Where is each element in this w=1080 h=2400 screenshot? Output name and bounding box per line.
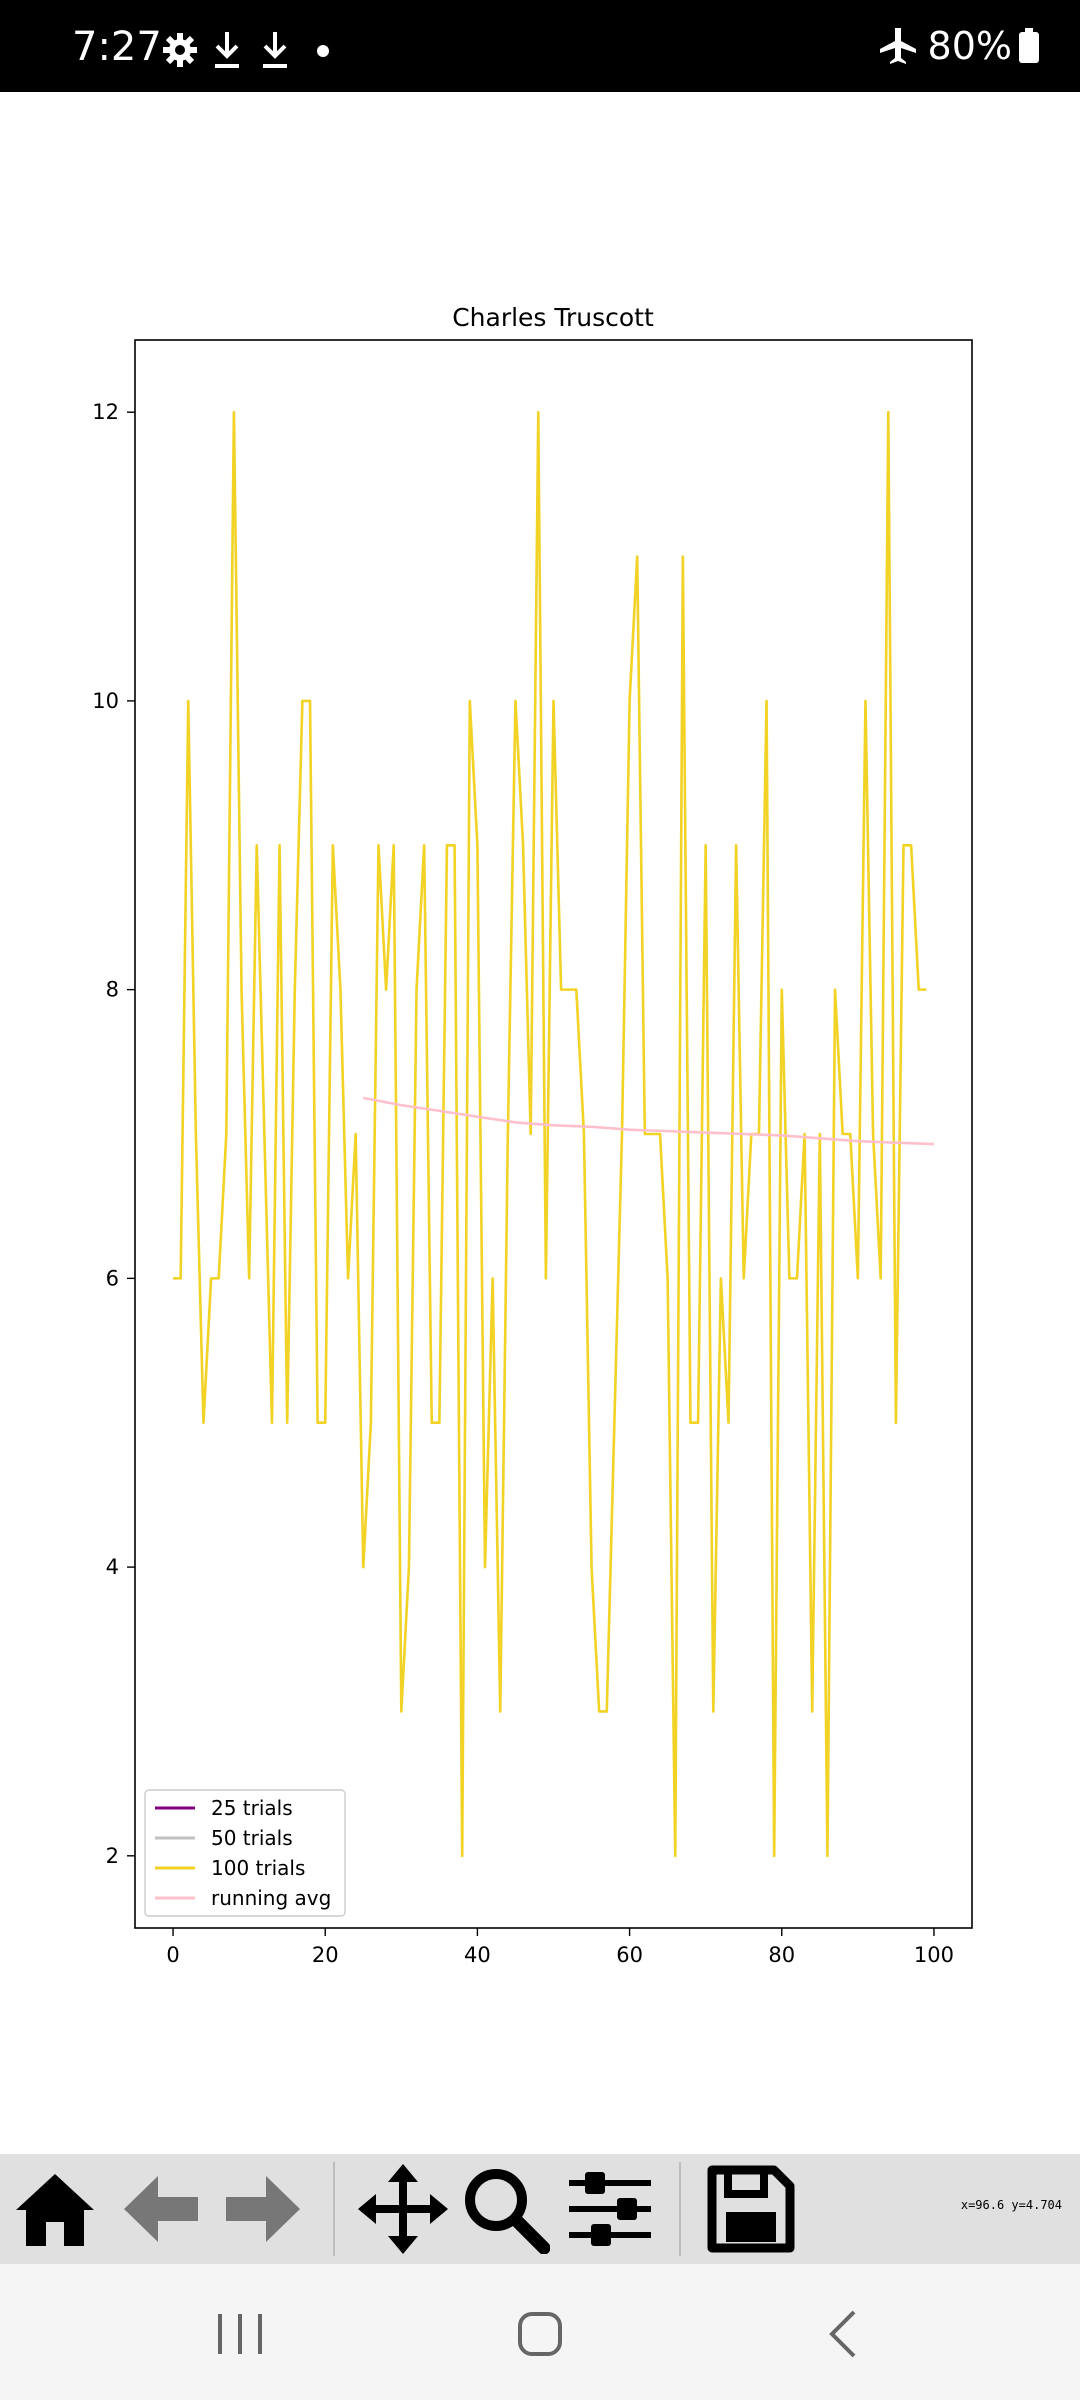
x-tick-label: 0 (166, 1943, 179, 1967)
y-tick-label: 12 (92, 400, 119, 424)
chart-title: Charles Truscott (452, 303, 654, 332)
airplane-icon (879, 28, 916, 64)
save-icon (707, 2165, 795, 2253)
x-tick-label: 100 (914, 1943, 954, 1967)
configure-icon (569, 2172, 651, 2246)
dot-icon (317, 45, 329, 57)
zoom-button[interactable] (460, 2164, 551, 2255)
forward-icon (226, 2176, 300, 2242)
configure-button[interactable] (565, 2164, 655, 2254)
cursor-coordinates: x=96.6 y=4.704 (960, 2198, 1062, 2212)
x-tick-label: 60 (616, 1943, 643, 1967)
plot-figure: Charles Truscott 0 20 40 60 80 100 2 4 6 8 10 12 25… (0, 92, 1080, 2154)
y-tick-label: 4 (106, 1555, 119, 1579)
navigation-bar (0, 2264, 1080, 2400)
x-tick-label: 40 (464, 1943, 491, 1967)
y-tick-label: 10 (92, 689, 119, 713)
series-line-running-avg (363, 1096, 935, 1146)
home-icon (16, 2174, 94, 2246)
home-button[interactable] (10, 2164, 100, 2254)
legend-box (144, 1789, 346, 1917)
status-time: 7:27 (72, 24, 162, 70)
legend-label: 25 trials (211, 1796, 293, 1820)
y-tick-label: 8 (106, 978, 119, 1002)
status-right-icons: 80% (878, 24, 1040, 68)
legend-label: running avg (211, 1886, 331, 1910)
plot-frame (134, 339, 973, 1929)
back-nav-icon[interactable] (804, 2294, 884, 2374)
forward-button[interactable] (218, 2164, 308, 2254)
status-left-icons (163, 32, 329, 68)
home-nav-icon[interactable] (500, 2294, 580, 2374)
pan-button[interactable] (358, 2164, 448, 2254)
status-bar: 7:27 80% (0, 0, 1080, 92)
zoom-icon (465, 2169, 551, 2255)
battery-percent: 80% (927, 24, 1012, 68)
toolbar-separator (679, 2162, 681, 2256)
recent-apps-icon[interactable] (200, 2294, 280, 2374)
x-tick-label: 80 (768, 1943, 795, 1967)
back-button[interactable] (116, 2164, 206, 2254)
gear-icon (163, 33, 197, 67)
pan-icon (358, 2164, 448, 2254)
line-chart: Charles Truscott 0 20 40 60 80 100 2 4 6 8 10 12 25… (92, 303, 973, 1967)
back-icon (124, 2176, 198, 2242)
y-tick-label: 2 (106, 1844, 119, 1868)
x-tick-label: 20 (312, 1943, 339, 1967)
toolbar-separator (333, 2162, 335, 2256)
save-button[interactable] (706, 2164, 796, 2254)
plot-toolbar: x=96.6 y=4.704 (0, 2154, 1080, 2264)
battery-icon (1019, 28, 1039, 63)
download-icon (215, 32, 239, 68)
legend-label: 100 trials (211, 1856, 305, 1880)
series-line-100-trials (173, 410, 927, 1858)
download-icon (263, 32, 287, 68)
legend-label: 50 trials (211, 1826, 293, 1850)
y-tick-label: 6 (106, 1266, 119, 1290)
